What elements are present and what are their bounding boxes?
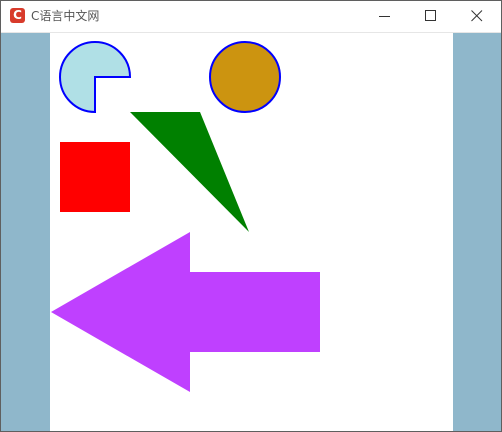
maximize-icon bbox=[425, 10, 436, 21]
title-bar[interactable]: C C语言中文网 bbox=[1, 1, 501, 33]
circle-shape bbox=[209, 41, 281, 113]
pie-shape bbox=[59, 41, 132, 114]
shapes-drawing bbox=[51, 41, 320, 392]
minimize-icon bbox=[379, 16, 390, 17]
square-shape bbox=[60, 142, 130, 212]
close-icon bbox=[471, 10, 483, 22]
c-logo-icon: C bbox=[10, 8, 25, 23]
drawing-canvas[interactable] bbox=[50, 33, 453, 431]
arrow-shape bbox=[51, 232, 320, 392]
client-area bbox=[1, 33, 501, 431]
triangle-shape bbox=[130, 112, 249, 232]
close-button[interactable] bbox=[454, 1, 500, 31]
maximize-button[interactable] bbox=[408, 1, 454, 31]
minimize-button[interactable] bbox=[362, 1, 408, 31]
window-title: C语言中文网 bbox=[31, 9, 100, 23]
